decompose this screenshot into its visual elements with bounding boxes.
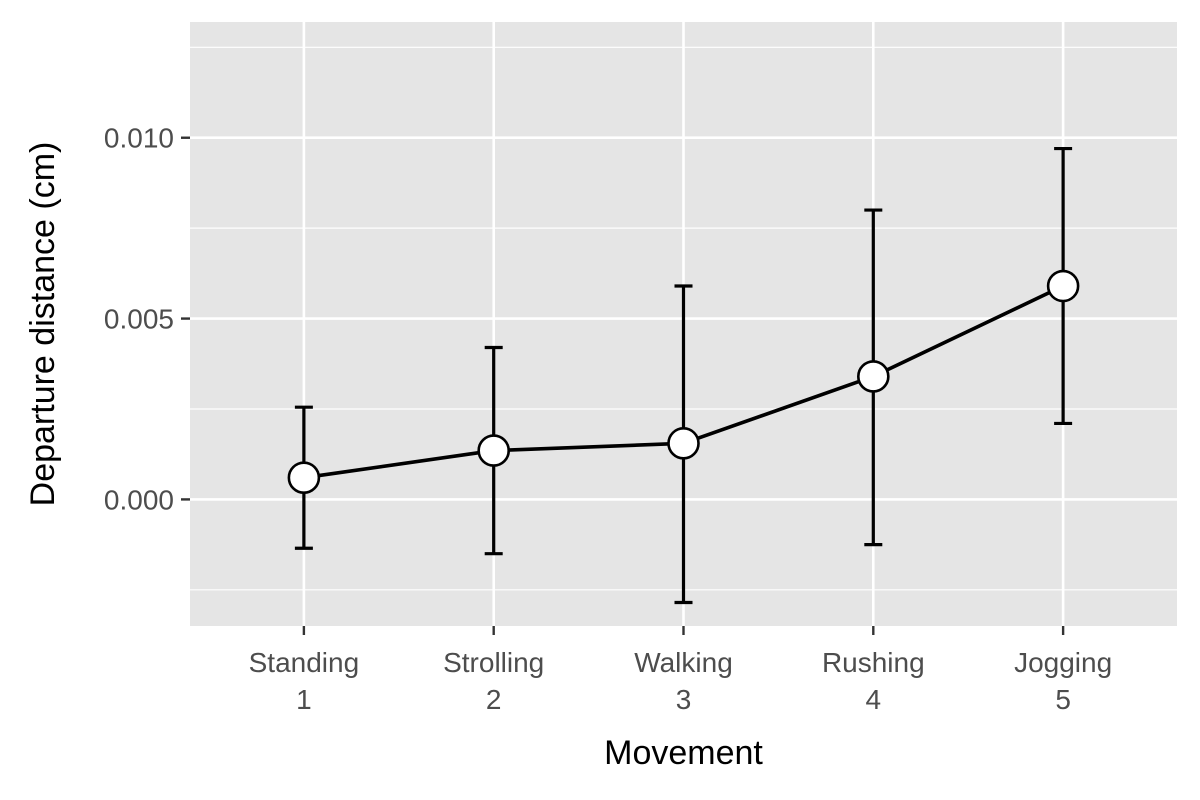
x-tick-label-index: 5: [1055, 684, 1071, 715]
x-tick-label-name: Walking: [634, 647, 733, 678]
x-tick-label-name: Standing: [249, 647, 360, 678]
data-point: [477, 434, 510, 467]
x-tick-label-name: Rushing: [822, 647, 925, 678]
x-tick-label-index: 1: [296, 684, 312, 715]
x-tick-label-name: Strolling: [443, 647, 544, 678]
x-axis: Standing 1 Strolling 2 Walking 3 Rushing 4 Joggi…: [249, 626, 1112, 715]
data-point: [857, 360, 890, 393]
x-tick-label-index: 4: [866, 684, 882, 715]
x-tick-label-name: Jogging: [1014, 647, 1112, 678]
data-point: [287, 461, 321, 495]
y-axis: 0.000 0.005 0.010: [104, 123, 190, 515]
x-axis-title: Movement: [604, 734, 763, 772]
data-point: [1046, 269, 1080, 303]
data-points: [287, 269, 1080, 495]
y-axis-title: Departure distance (cm): [24, 142, 62, 507]
data-point: [667, 427, 700, 460]
x-tick-label-index: 3: [676, 684, 692, 715]
y-tick-label: 0.010: [104, 123, 174, 154]
y-tick-label: 0.000: [104, 484, 174, 515]
y-tick-label: 0.005: [104, 304, 174, 335]
x-tick-label-index: 2: [486, 684, 502, 715]
